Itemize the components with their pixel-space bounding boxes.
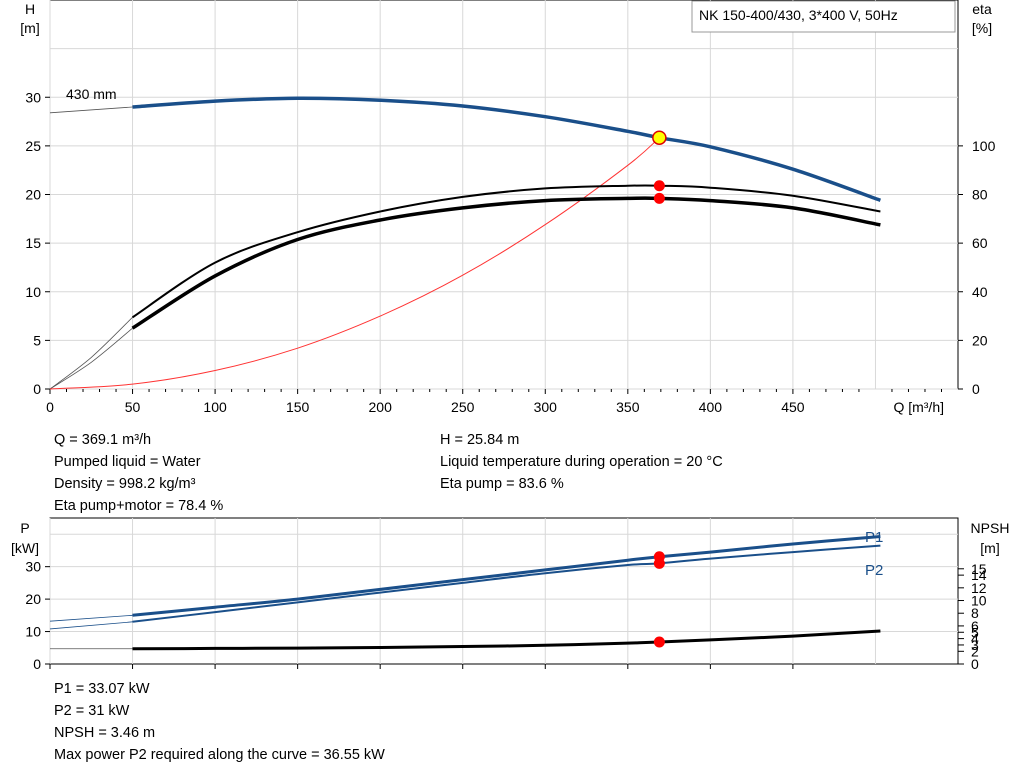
p1-extrapolation-line	[49, 614, 133, 622]
npsh-tick-label: 4	[971, 631, 979, 647]
system-curve	[49, 137, 660, 390]
eta-axis-label: eta	[972, 1, 992, 17]
impeller-diameter-label: 430 mm	[66, 86, 117, 102]
npsh-tick-label: 14	[971, 567, 987, 583]
x-tick-label: 350	[616, 399, 640, 415]
title-box	[691, 0, 956, 33]
npsh-tick-label: 15	[971, 561, 987, 577]
right-tick-label: 80	[972, 187, 988, 203]
eta-axis-unit: [%]	[972, 20, 992, 36]
power-readout: P1 = 33.07 kW P2 = 31 kW NPSH = 3.46 m M…	[54, 678, 385, 766]
power-tick-label: 20	[25, 591, 41, 607]
readout-density: Density = 998.2 kg/m³	[54, 476, 196, 492]
right-tick-label: 100	[972, 138, 996, 154]
x-axis-label: Q [m³/h]	[893, 399, 944, 415]
npsh-tick-label: 3	[971, 637, 979, 653]
readout-npsh: NPSH = 3.46 m	[54, 725, 156, 741]
readout-eta-pump: Eta pump = 83.6 %	[440, 476, 564, 492]
power-axis-unit: [kW]	[11, 540, 39, 556]
readout-head: H = 25.84 m	[440, 432, 520, 448]
power-tick-label: 30	[25, 559, 41, 575]
npsh-tick-label: 6	[971, 618, 979, 634]
readout-p1: P1 = 33.07 kW	[54, 681, 150, 697]
p2-series-label: P2	[865, 562, 883, 579]
readout-temperature: Liquid temperature during operation = 20…	[440, 454, 723, 470]
operating-readout-left: Q = 369.1 m³/h Pumped liquid = Water Den…	[54, 429, 223, 517]
npsh-axis-label: NPSH	[971, 520, 1010, 536]
right-tick-label: 60	[972, 235, 988, 251]
right-tick-label: 0	[972, 381, 980, 397]
operating-readout-right: H = 25.84 m Liquid temperature during op…	[440, 429, 723, 495]
eta-pump-motor-extrapolation-line	[49, 327, 133, 390]
npsh-tick-label: 5	[971, 624, 979, 640]
x-tick-label: 0	[46, 399, 54, 415]
p2-extrapolation-line	[49, 621, 133, 630]
pump-curve-chart: 0 50 100 150 200 250 300 350 400 450 Q [m³/h]05101…	[11, 0, 1010, 672]
right-tick-label: 20	[972, 332, 988, 348]
head-axis-label: H	[25, 1, 35, 17]
eta-pump-operating-point	[653, 180, 665, 192]
npsh-tick-label: 12	[971, 580, 987, 596]
power-tick-label: 10	[25, 624, 41, 640]
p1-curve	[132, 535, 881, 617]
readout-eta-pump-motor: Eta pump+motor = 78.4 %	[54, 498, 224, 514]
npsh-axis-unit: [m]	[980, 540, 999, 556]
right-tick-label: 40	[972, 284, 988, 300]
head-extrapolation-line	[49, 106, 133, 114]
eta-pump-motor-operating-point	[653, 192, 665, 204]
x-tick-label: 250	[451, 399, 475, 415]
left-tick-label: 15	[25, 235, 41, 251]
eta-pump-motor-curve	[131, 196, 881, 330]
npsh-tick-label: 2	[971, 643, 979, 659]
bottom-plot-frame	[49, 517, 959, 665]
power-tick-label: 0	[33, 656, 41, 672]
npsh-tick-label: 8	[971, 605, 979, 621]
x-tick-label: 300	[534, 399, 558, 415]
readout-flow: Q = 369.1 m³/h	[54, 432, 152, 448]
left-tick-label: 30	[25, 89, 41, 105]
readout-p2: P2 = 31 kW	[54, 703, 130, 719]
x-tick-label: 150	[286, 399, 310, 415]
npsh-curve	[132, 629, 881, 651]
chart-title: NK 150-400/430, 3*400 V, 50Hz	[699, 7, 898, 23]
x-tick-label: 400	[699, 399, 723, 415]
npsh-tick-label: 0	[971, 656, 979, 672]
left-tick-label: 25	[25, 138, 41, 154]
x-tick-label: 450	[781, 399, 805, 415]
readout-liquid: Pumped liquid = Water	[54, 454, 201, 470]
x-tick-label: 100	[203, 399, 227, 415]
power-axis-label: P	[20, 520, 29, 536]
x-tick-label: 200	[369, 399, 393, 415]
left-tick-label: 5	[33, 332, 41, 348]
head-axis-unit: [m]	[20, 20, 39, 36]
left-tick-label: 20	[25, 187, 41, 203]
head-curve	[132, 96, 881, 202]
npsh-operating-point	[653, 636, 665, 648]
readout-max-power: Max power P2 required along the curve = …	[54, 747, 385, 763]
head-efficiency-plot: 0 50 100 150 200 250 300 350 400 450 Q [m³/h]05101…	[20, 0, 996, 415]
head-operating-point	[652, 130, 667, 145]
eta-pump-curve	[131, 184, 881, 319]
left-tick-label: 10	[25, 284, 41, 300]
x-tick-label: 50	[125, 399, 141, 415]
p2-operating-point	[653, 557, 665, 569]
p2-curve	[132, 544, 881, 623]
npsh-tick-label: 10	[971, 593, 987, 609]
left-tick-label: 0	[33, 381, 41, 397]
eta-pump-extrapolation-line	[49, 317, 133, 390]
p1-series-label: P1	[865, 529, 883, 546]
